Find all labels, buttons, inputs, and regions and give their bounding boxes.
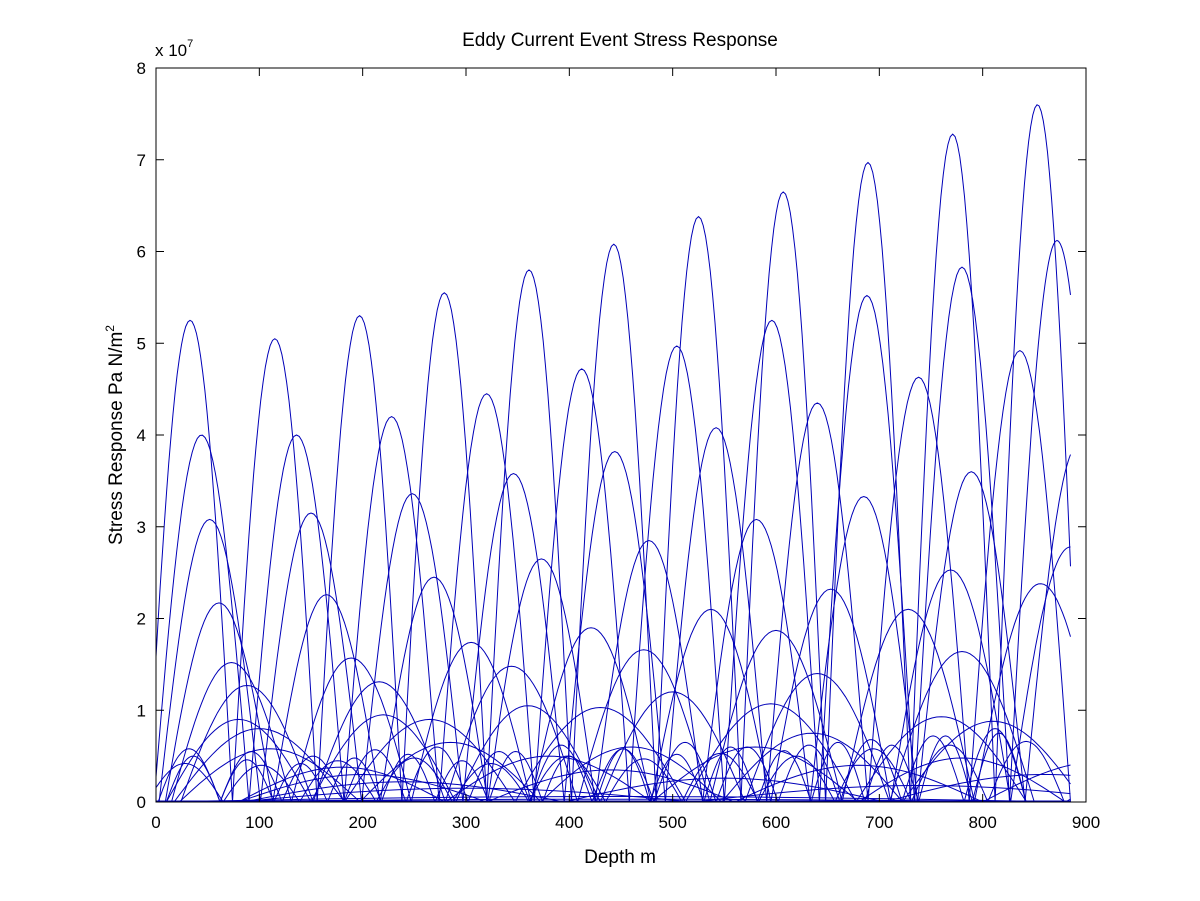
y-tick-label: 0 bbox=[137, 793, 146, 812]
series-line-1 bbox=[156, 104, 1071, 802]
y-tick-label: 8 bbox=[137, 59, 146, 78]
y-tick-label: 2 bbox=[137, 610, 146, 629]
series-line-2 bbox=[156, 239, 1071, 802]
series-line-15 bbox=[243, 774, 1071, 802]
series-line-5 bbox=[171, 546, 1071, 802]
y-tick-label: 6 bbox=[137, 243, 146, 262]
series-line-16 bbox=[238, 785, 1071, 802]
x-tick-label: 500 bbox=[658, 813, 686, 832]
x-tick-label: 700 bbox=[865, 813, 893, 832]
x-ticks: 0 100 200 300 400 500 600 700 800 900 bbox=[151, 68, 1100, 832]
y-ticks: 0 1 2 3 4 5 6 7 8 bbox=[137, 59, 1086, 812]
x-tick-label: 100 bbox=[245, 813, 273, 832]
x-tick-label: 800 bbox=[968, 813, 996, 832]
series-line-10 bbox=[157, 728, 1027, 802]
x-tick-label: 200 bbox=[348, 813, 376, 832]
y-exponent-base: x 10 bbox=[155, 41, 187, 60]
y-tick-label: 5 bbox=[137, 334, 146, 353]
series-lines bbox=[156, 104, 1071, 802]
y-axis-label-text: Stress Response Pa N/m bbox=[106, 332, 127, 545]
plot-area bbox=[155, 67, 1087, 803]
series-line-17 bbox=[156, 796, 1071, 802]
y-exponent-power: 7 bbox=[187, 38, 193, 50]
y-exponent-label: x 107 bbox=[155, 38, 193, 60]
x-tick-label: 900 bbox=[1072, 813, 1100, 832]
x-tick-label: 400 bbox=[555, 813, 583, 832]
y-tick-label: 7 bbox=[137, 151, 146, 170]
y-axis-label-superscript: 2 bbox=[103, 325, 117, 332]
x-tick-label: 0 bbox=[151, 813, 160, 832]
x-tick-label: 600 bbox=[762, 813, 790, 832]
x-axis-label: Depth m bbox=[584, 847, 656, 868]
series-line-6 bbox=[180, 583, 1071, 802]
y-tick-label: 4 bbox=[137, 426, 146, 445]
series-line-14 bbox=[238, 764, 1071, 802]
series-line-3 bbox=[158, 350, 1071, 802]
y-tick-label: 1 bbox=[137, 701, 146, 720]
y-tick-label: 3 bbox=[137, 518, 146, 537]
x-tick-label: 300 bbox=[452, 813, 480, 832]
series-line-4 bbox=[164, 454, 1071, 802]
series-line-9 bbox=[178, 720, 1071, 802]
chart-title: Eddy Current Event Stress Response bbox=[462, 30, 778, 51]
y-axis-label: Stress Response Pa N/m2 bbox=[103, 325, 127, 545]
